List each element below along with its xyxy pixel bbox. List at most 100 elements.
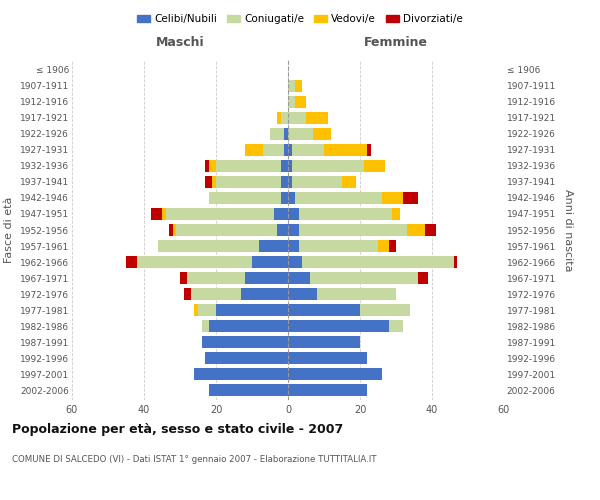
Bar [187, 272, 245, 284]
Bar [198, 304, 216, 316]
Bar [284, 144, 288, 156]
Bar [295, 96, 306, 108]
Bar [281, 176, 288, 188]
Bar [288, 304, 360, 316]
Bar [288, 208, 299, 220]
Bar [169, 224, 173, 236]
Bar [194, 368, 288, 380]
Bar [205, 176, 212, 188]
Bar [126, 256, 137, 268]
Bar [292, 176, 342, 188]
Bar [245, 272, 288, 284]
Bar [392, 208, 400, 220]
Bar [288, 384, 367, 396]
Bar [209, 160, 216, 172]
Bar [162, 208, 166, 220]
Bar [292, 160, 364, 172]
Bar [299, 240, 378, 252]
Bar [277, 224, 288, 236]
Bar [418, 272, 428, 284]
Bar [184, 288, 191, 300]
Y-axis label: Fasce di età: Fasce di età [4, 197, 14, 263]
Bar [281, 112, 288, 124]
Text: Popolazione per età, sesso e stato civile - 2007: Popolazione per età, sesso e stato civil… [12, 422, 343, 436]
Bar [158, 240, 259, 252]
Bar [295, 192, 382, 204]
Bar [288, 176, 292, 188]
Bar [288, 368, 382, 380]
Bar [389, 320, 403, 332]
Bar [202, 336, 288, 348]
Bar [180, 272, 187, 284]
Bar [288, 192, 295, 204]
Bar [288, 240, 299, 252]
Bar [216, 160, 281, 172]
Bar [292, 144, 324, 156]
Bar [209, 384, 288, 396]
Bar [173, 224, 176, 236]
Y-axis label: Anni di nascita: Anni di nascita [563, 188, 572, 271]
Bar [137, 256, 252, 268]
Bar [209, 320, 288, 332]
Bar [425, 224, 436, 236]
Bar [191, 288, 241, 300]
Bar [403, 192, 418, 204]
Bar [245, 144, 263, 156]
Bar [360, 304, 410, 316]
Bar [259, 240, 288, 252]
Bar [241, 288, 288, 300]
Bar [288, 256, 302, 268]
Bar [288, 80, 295, 92]
Bar [205, 352, 288, 364]
Bar [216, 304, 288, 316]
Bar [324, 144, 367, 156]
Bar [284, 128, 288, 140]
Text: COMUNE DI SALCEDO (VI) - Dati ISTAT 1° gennaio 2007 - Elaborazione TUTTITALIA.IT: COMUNE DI SALCEDO (VI) - Dati ISTAT 1° g… [12, 455, 377, 464]
Bar [299, 208, 392, 220]
Bar [302, 256, 454, 268]
Bar [209, 192, 281, 204]
Bar [288, 144, 292, 156]
Bar [378, 240, 389, 252]
Bar [288, 96, 295, 108]
Bar [252, 256, 288, 268]
Bar [288, 352, 367, 364]
Bar [151, 208, 162, 220]
Bar [274, 208, 288, 220]
Bar [166, 208, 274, 220]
Bar [281, 192, 288, 204]
Legend: Celibi/Nubili, Coniugati/e, Vedovi/e, Divorziati/e: Celibi/Nubili, Coniugati/e, Vedovi/e, Di… [133, 10, 467, 29]
Bar [205, 160, 209, 172]
Bar [263, 144, 284, 156]
Bar [454, 256, 457, 268]
Text: Maschi: Maschi [155, 36, 205, 49]
Bar [288, 160, 292, 172]
Bar [367, 144, 371, 156]
Bar [288, 224, 299, 236]
Bar [270, 128, 284, 140]
Bar [202, 320, 209, 332]
Bar [277, 112, 281, 124]
Bar [176, 224, 277, 236]
Bar [407, 224, 425, 236]
Bar [382, 192, 403, 204]
Bar [194, 304, 198, 316]
Bar [313, 128, 331, 140]
Bar [317, 288, 396, 300]
Bar [295, 80, 302, 92]
Text: Femmine: Femmine [364, 36, 428, 49]
Bar [288, 288, 317, 300]
Bar [212, 176, 216, 188]
Bar [288, 128, 313, 140]
Bar [342, 176, 356, 188]
Bar [288, 112, 306, 124]
Bar [389, 240, 396, 252]
Bar [299, 224, 407, 236]
Bar [306, 112, 328, 124]
Bar [364, 160, 385, 172]
Bar [288, 320, 389, 332]
Bar [216, 176, 281, 188]
Bar [288, 272, 310, 284]
Bar [288, 336, 360, 348]
Bar [310, 272, 418, 284]
